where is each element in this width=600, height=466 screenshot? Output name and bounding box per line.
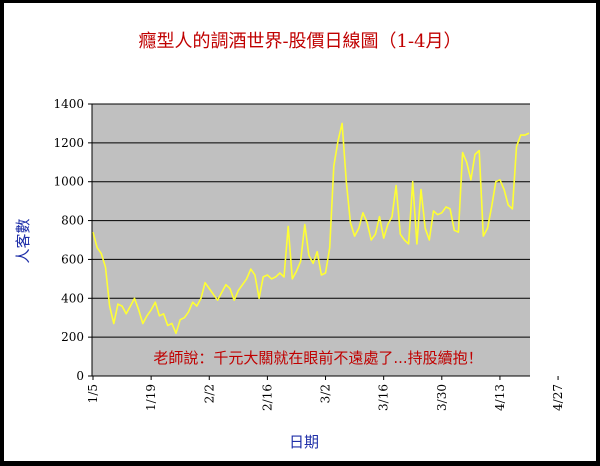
x-tick-label: 3/16 <box>377 384 391 411</box>
y-tick-label: 800 <box>61 214 84 228</box>
y-tick-label: 0 <box>76 369 84 383</box>
x-tick-label: 4/27 <box>551 384 565 411</box>
chart-title: 癮型人的調酒世界-股價日線圖（1-4月） <box>138 31 461 52</box>
x-tick-label: 1/19 <box>144 384 158 411</box>
y-tick-label: 1000 <box>53 175 84 189</box>
x-tick-label: 4/13 <box>493 384 507 411</box>
y-axis-label: 人客數 <box>14 218 32 263</box>
chart-annotation: 老師說：千元大關就在眼前不遠處了...持股續抱！ <box>153 349 482 367</box>
x-axis-label: 日期 <box>289 433 319 451</box>
plot-area <box>92 104 530 376</box>
y-tick-label: 1200 <box>53 136 84 150</box>
x-tick-label: 3/2 <box>319 384 333 403</box>
series-line <box>92 122 530 335</box>
x-tick-label: 2/16 <box>260 384 274 411</box>
y-tick-label: 200 <box>61 330 84 344</box>
x-tick-label: 3/30 <box>435 384 449 411</box>
y-tick-label: 600 <box>61 252 84 266</box>
chart-frame: 癮型人的調酒世界-股價日線圖（1-4月） 0 200 400 600 800 1000 12… <box>4 3 596 461</box>
x-tick-label: 1/5 <box>86 384 100 403</box>
line-chart: 癮型人的調酒世界-股價日線圖（1-4月） 0 200 400 600 800 1000 12… <box>14 31 565 451</box>
y-tick-label: 400 <box>61 291 84 305</box>
y-tick-label: 1400 <box>53 97 84 111</box>
x-tick-label: 2/2 <box>202 384 216 403</box>
